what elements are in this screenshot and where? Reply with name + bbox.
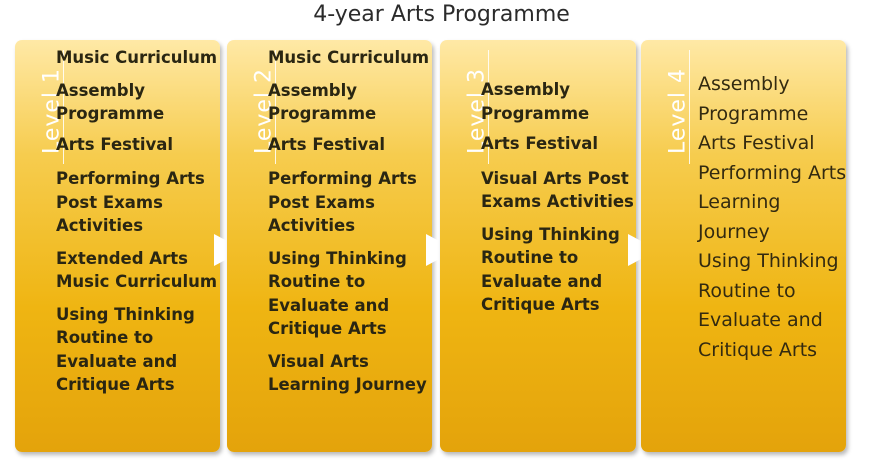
level-2-item: Assembly Programme [268, 80, 377, 124]
level-2-card: Level 2 Music Curriculum Assembly Progra… [227, 40, 432, 452]
level-2-item: Visual Arts Learning Journey [268, 351, 427, 395]
level-1-item: Performing Arts Post Exams Activities [56, 169, 205, 235]
level-1-item: Assembly Programme [56, 80, 165, 124]
level-1-item: Arts Festival [56, 134, 174, 154]
level-3-item: Using Thinking Routine to Evaluate and C… [481, 224, 620, 315]
level-3-item-list: Assembly Programme Arts Festival Visual … [481, 78, 636, 326]
level-4-item-list: Assembly Programme Arts Festival Perform… [698, 70, 846, 365]
level-2-item: Using Thinking Routine to Evaluate and C… [268, 248, 407, 339]
level-4-item: Assembly Programme [698, 73, 809, 125]
level-2-item: Music Curriculum [268, 48, 430, 67]
level-2-item-list: Music Curriculum Assembly Programme Arts… [268, 46, 430, 406]
level-1-item: Extended Arts Music Curriculum [56, 248, 218, 292]
level-4-item: Using Thinking Routine to Evaluate and C… [698, 250, 839, 361]
level-2-item: Arts Festival [268, 134, 386, 154]
level-4-label: Level 4 [665, 67, 691, 155]
level-2-item: Performing Arts Post Exams Activities [268, 169, 417, 235]
level-4-card: Level 4 Assembly Programme Arts Festival… [641, 40, 846, 452]
level-1-item-list: Music Curriculum Assembly Programme Arts… [56, 46, 218, 406]
level-3-item: Visual Arts Post Exams Activities [481, 168, 634, 212]
level-divider-line [689, 50, 690, 164]
level-3-card: Level 3 Assembly Programme Arts Festival… [440, 40, 636, 452]
level-4-item: Arts Festival [698, 132, 815, 154]
level-3-item: Assembly Programme [481, 80, 590, 123]
level-divider-line [488, 50, 489, 164]
level-divider-line [63, 50, 64, 164]
level-1-card: Level 1 Music Curriculum Assembly Progra… [15, 40, 220, 452]
level-3-item: Arts Festival [481, 134, 599, 153]
level-1-item: Music Curriculum [56, 48, 218, 67]
diagram-title: 4-year Arts Programme [313, 2, 570, 27]
level-divider-line [275, 50, 276, 164]
level-1-item: Using Thinking Routine to Evaluate and C… [56, 304, 195, 395]
level-4-item: Performing Arts Learning Journey [698, 161, 846, 243]
